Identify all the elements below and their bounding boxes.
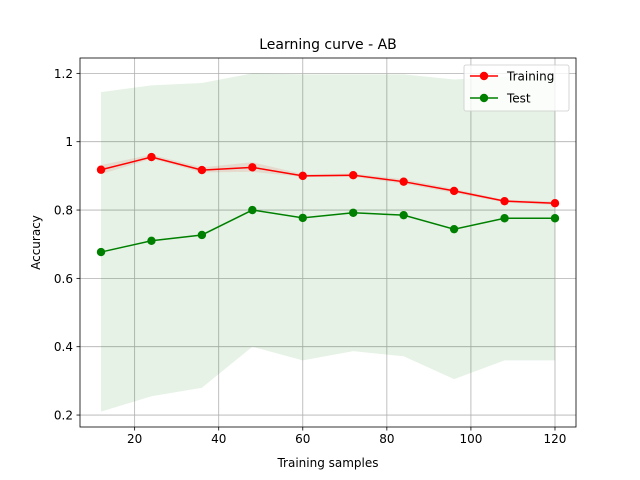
test-point [248,205,257,215]
training-point [500,196,509,206]
training-point [550,199,560,208]
training-point [96,165,106,174]
confidence-bands [101,73,555,412]
test-band [101,73,555,412]
test-point [147,236,156,245]
test-line [100,209,555,253]
series-markers [96,152,560,257]
training-line [100,156,556,204]
training-point [349,170,358,180]
test-point [197,230,207,240]
legend: Training Test [463,64,570,112]
test-point [550,214,560,223]
x-tick-label: 60 [295,432,310,446]
plot-area [80,58,576,427]
y-tick-label: 0.2 [54,409,73,423]
x-axis-label: Training samples [276,456,378,470]
test-point [96,247,106,257]
y-tick-label: 0.6 [54,272,73,286]
legend-test-label: Test [506,92,531,106]
y-tick-label: 0.4 [54,340,73,354]
training-point [298,171,307,181]
training-point [399,177,408,186]
y-tick-label: 1 [65,135,73,149]
training-point [197,165,207,175]
x-tick-label: 40 [211,432,226,446]
training-point [449,186,459,196]
legend-training-marker [479,71,489,81]
legend-training-label: Training [506,70,554,84]
training-band [101,154,555,205]
y-axis-ticks: 0.2 0.4 0.6 0.8 1 1.2 [54,67,80,423]
x-tick-label: 80 [379,432,394,446]
test-point [399,210,408,220]
x-axis-ticks: 20 40 60 80 100 120 [127,427,566,446]
plot-frame [79,57,577,428]
chart-title: Learning curve - AB [259,37,397,53]
x-tick-label: 120 [544,432,567,446]
y-axis-label: Accuracy [29,215,43,270]
training-point [147,152,156,162]
test-point [298,213,307,223]
y-tick-label: 0.8 [54,204,73,218]
test-point [500,214,509,223]
x-tick-label: 20 [127,432,142,446]
legend-test-marker [479,93,489,103]
training-point [248,163,257,172]
y-tick-label: 1.2 [54,67,73,81]
x-tick-label: 100 [459,432,482,446]
test-point [449,224,459,234]
series-lines [100,156,556,253]
grid [80,58,576,427]
test-point [349,208,358,217]
